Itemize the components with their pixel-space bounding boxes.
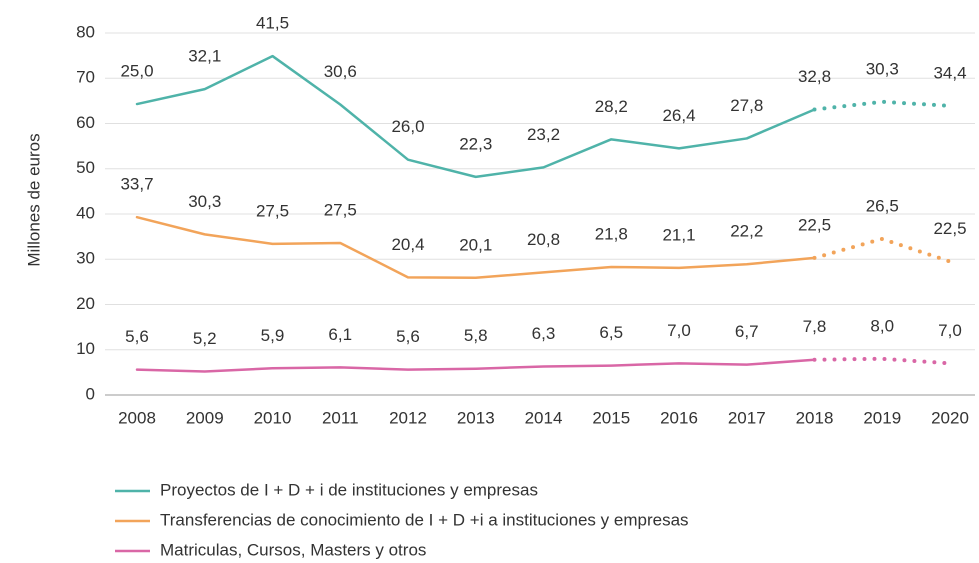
y-tick-label: 40	[76, 203, 95, 222]
line	[135, 215, 816, 280]
y-axis-title: Millones de euros	[24, 133, 43, 266]
x-tick-label: 2014	[525, 408, 563, 427]
x-tick-label: 2008	[118, 408, 156, 427]
data-label: 25,0	[120, 62, 153, 81]
data-label: 20,8	[527, 230, 560, 249]
data-label: 5,6	[125, 327, 149, 346]
data-label: 32,8	[798, 67, 831, 86]
x-tick-label: 2009	[186, 408, 224, 427]
line	[135, 358, 816, 373]
y-tick-label: 30	[76, 249, 95, 268]
x-tick-label: 2016	[660, 408, 698, 427]
data-label: 6,3	[532, 324, 556, 343]
x-tick-label: 2011	[322, 408, 359, 427]
data-label: 28,2	[595, 97, 628, 116]
data-label: 20,4	[391, 235, 424, 254]
data-label: 20,1	[459, 235, 492, 254]
data-label: 30,6	[324, 62, 357, 81]
data-label: 32,1	[188, 47, 221, 66]
legend-label: Proyectos de I + D + i de instituciones …	[160, 480, 538, 499]
x-tick-label: 2010	[254, 408, 292, 427]
data-label: 5,8	[464, 326, 488, 345]
y-tick-label: 70	[76, 68, 95, 87]
data-label: 26,4	[662, 106, 695, 125]
x-tick-label: 2013	[457, 408, 495, 427]
x-tick-label: 2019	[863, 408, 901, 427]
data-label: 5,2	[193, 329, 217, 348]
x-tick-label: 2015	[592, 408, 630, 427]
data-label: 5,9	[261, 326, 285, 345]
data-label: 21,8	[595, 224, 628, 243]
data-label: 5,6	[396, 327, 420, 346]
data-label: 23,2	[527, 125, 560, 144]
data-label: 30,3	[866, 59, 899, 78]
data-label: 7,8	[803, 317, 827, 336]
y-tick-label: 0	[86, 384, 95, 403]
data-label: 22,2	[730, 222, 763, 241]
forecast-line	[812, 99, 952, 112]
data-label: 27,8	[730, 96, 763, 115]
forecast-line	[812, 356, 952, 366]
legend-label: Matriculas, Cursos, Masters y otros	[160, 540, 426, 559]
data-label: 41,5	[256, 14, 289, 33]
data-label: 7,0	[667, 321, 691, 340]
data-label: 30,3	[188, 192, 221, 211]
y-tick-label: 10	[76, 339, 95, 358]
data-label: 33,7	[120, 175, 153, 194]
data-label: 6,1	[328, 325, 352, 344]
data-label: 27,5	[256, 201, 289, 220]
data-label: 21,1	[662, 225, 695, 244]
data-label: 8,0	[870, 316, 894, 335]
x-tick-label: 2012	[389, 408, 427, 427]
y-tick-label: 80	[76, 22, 95, 41]
data-label: 22,3	[459, 134, 492, 153]
data-label: 7,0	[938, 321, 962, 340]
data-label: 26,5	[866, 196, 899, 215]
data-label: 22,5	[933, 219, 966, 238]
data-label: 6,7	[735, 322, 759, 341]
data-label: 22,5	[798, 215, 831, 234]
x-tick-label: 2018	[796, 408, 834, 427]
data-label: 6,5	[599, 323, 623, 342]
line	[135, 54, 816, 179]
data-label: 26,0	[391, 117, 424, 136]
data-label: 34,4	[933, 63, 966, 82]
legend-label: Transferencias de conocimiento de I + D …	[160, 510, 689, 529]
data-label: 27,5	[324, 200, 357, 219]
x-tick-label: 2020	[931, 408, 969, 427]
forecast-line	[812, 236, 952, 264]
y-tick-label: 20	[76, 294, 95, 313]
y-tick-label: 50	[76, 158, 95, 177]
x-tick-label: 2017	[728, 408, 766, 427]
y-tick-label: 60	[76, 113, 95, 132]
